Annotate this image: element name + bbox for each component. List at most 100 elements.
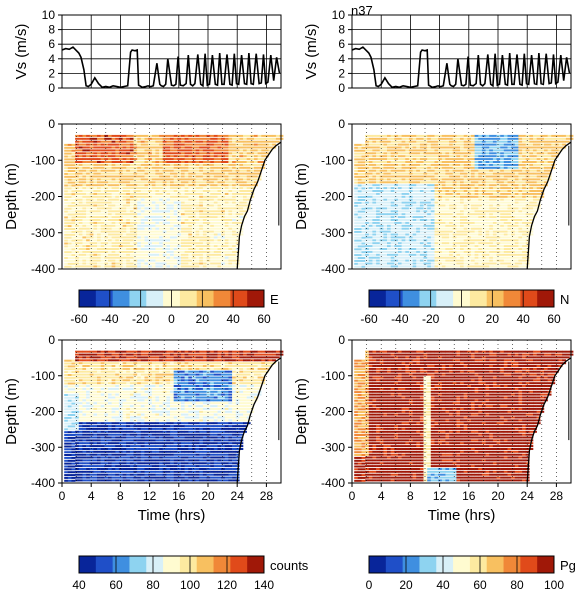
heatmap-cell xyxy=(228,190,233,192)
heatmap-cell xyxy=(489,198,494,201)
heatmap-cell xyxy=(405,152,410,155)
heatmap-cell xyxy=(243,181,247,184)
heatmap-cell xyxy=(412,230,417,233)
heatmap-cell xyxy=(232,216,236,219)
heatmap-cell xyxy=(210,210,215,213)
heatmap-cell xyxy=(434,166,439,169)
heatmap-cell xyxy=(496,152,501,155)
heatmap-cell xyxy=(474,204,479,207)
heatmap-cell xyxy=(496,178,501,181)
heatmap-cell xyxy=(254,166,258,169)
heatmap-cell xyxy=(64,396,69,399)
heatmap-cell xyxy=(485,169,490,172)
heatmap-cell xyxy=(405,248,410,250)
heatmap-cell xyxy=(416,265,421,268)
heatmap-cell xyxy=(100,137,105,140)
heatmap-cell xyxy=(228,242,233,245)
heatmap-cell xyxy=(441,230,446,233)
heatmap-cell xyxy=(82,219,87,221)
heatmap-cell xyxy=(100,256,105,259)
heatmap-cell xyxy=(221,198,225,201)
heatmap-cell xyxy=(507,239,512,242)
heatmap-cell xyxy=(438,227,442,230)
heatmap-cell xyxy=(478,227,483,230)
heatmap-cell xyxy=(89,198,94,201)
heatmap-cell xyxy=(471,227,475,230)
heatmap-cell xyxy=(86,233,90,236)
heatmap-cell xyxy=(206,236,211,239)
heatmap-cell xyxy=(126,221,131,224)
heatmap-cell xyxy=(357,146,362,149)
heatmap-cell xyxy=(166,210,171,213)
heatmap-cell xyxy=(401,192,406,195)
heatmap-cell xyxy=(64,265,69,268)
heatmap-cell xyxy=(115,210,120,213)
heatmap-cell xyxy=(159,265,163,268)
heatmap-cell xyxy=(129,224,134,227)
heatmap-cell xyxy=(430,152,435,155)
heatmap-cell xyxy=(419,233,424,236)
heatmap-cell xyxy=(126,161,131,163)
heatmap-cell xyxy=(463,204,468,207)
heatmap-cell xyxy=(379,248,384,250)
heatmap-cell xyxy=(368,198,373,201)
heatmap-cell xyxy=(64,210,69,213)
heatmap-cell xyxy=(159,158,163,161)
heatmap-cell xyxy=(496,187,501,190)
heatmap-cell xyxy=(507,204,512,207)
heatmap-cell xyxy=(199,169,204,172)
heatmap-cell xyxy=(129,166,134,169)
heatmap-cell xyxy=(195,213,200,216)
heatmap-cell xyxy=(460,190,464,192)
heatmap-cell xyxy=(485,204,490,207)
heatmap-cell xyxy=(423,221,428,224)
heatmap-cell xyxy=(452,134,457,137)
heatmap-cell xyxy=(383,256,388,259)
heatmap-cell xyxy=(170,178,174,181)
heatmap-cell xyxy=(126,143,131,146)
heatmap-cell xyxy=(82,158,87,161)
heatmap-cell xyxy=(272,140,277,143)
heatmap-cell xyxy=(115,219,120,221)
heatmap-cell xyxy=(104,262,109,265)
heatmap-cell xyxy=(357,219,362,222)
heatmap-cell xyxy=(478,175,483,178)
heatmap-cell xyxy=(361,254,366,257)
heatmap-cell xyxy=(405,224,410,227)
heatmap-cell xyxy=(514,190,519,192)
heatmap-cell xyxy=(71,207,76,210)
heatmap-cell xyxy=(126,230,131,233)
heatmap-cell xyxy=(445,143,450,146)
heatmap-cell xyxy=(500,134,505,137)
heatmap-cell xyxy=(254,134,258,137)
heatmap-cell xyxy=(93,187,98,190)
heatmap-cell xyxy=(108,198,112,201)
heatmap-cell xyxy=(111,216,116,219)
heatmap-cell xyxy=(471,184,475,187)
heatmap-cell xyxy=(144,169,149,172)
heatmap-cell xyxy=(173,250,178,253)
heatmap-cell xyxy=(481,233,486,236)
heatmap-cell xyxy=(170,169,174,172)
heatmap-cell xyxy=(166,265,171,268)
heatmap-cell xyxy=(118,259,123,262)
heatmap-cell xyxy=(148,245,152,248)
heatmap-cell xyxy=(151,152,156,155)
heatmap-cell xyxy=(507,172,512,175)
heatmap-cell xyxy=(191,178,196,181)
heatmap-cell xyxy=(232,256,236,259)
heatmap-cell xyxy=(184,181,189,184)
heatmap-cell xyxy=(224,181,229,184)
heatmap-cell xyxy=(408,259,413,262)
heatmap-cell xyxy=(213,161,218,163)
heatmap-cell xyxy=(394,216,399,219)
heatmap-cell xyxy=(419,253,424,256)
heatmap-cell xyxy=(199,221,204,224)
heatmap-cell xyxy=(111,262,116,265)
heatmap-cell xyxy=(449,213,453,216)
heatmap-cell xyxy=(408,184,413,187)
heatmap-cell xyxy=(441,253,446,256)
heatmap-cell xyxy=(419,184,424,187)
heatmap-cell xyxy=(82,192,87,195)
heatmap-cell xyxy=(379,175,384,178)
